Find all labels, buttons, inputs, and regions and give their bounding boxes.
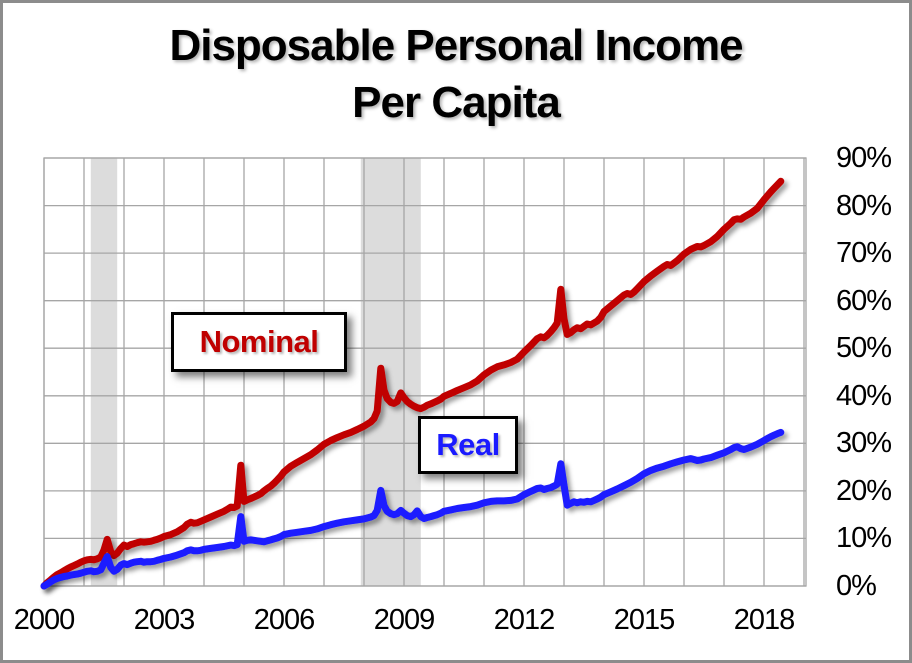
x-tick-label-2009: 2009 <box>373 604 436 636</box>
real-series-label-text: Real <box>436 427 500 462</box>
y-tick-label-50: 50% <box>836 332 892 365</box>
y-tick-label-70: 70% <box>836 237 892 270</box>
real-line <box>40 428 785 590</box>
real-series-label: Real <box>418 416 518 474</box>
nominal-series-label-text: Nominal <box>199 324 319 359</box>
nominal-series-label: Nominal <box>171 312 347 372</box>
x-tick-label-2012: 2012 <box>493 604 556 636</box>
y-tick-label-10: 10% <box>836 522 892 555</box>
x-tick-label-2000: 2000 <box>13 604 76 636</box>
plot-border <box>43 157 807 587</box>
x-tick-label-2003: 2003 <box>133 604 196 636</box>
recession-band <box>360 158 421 586</box>
x-tick-label-2006: 2006 <box>253 604 316 636</box>
y-tick-label-60: 60% <box>836 284 892 317</box>
nominal-line <box>40 177 785 590</box>
plot-area <box>40 157 807 590</box>
chart-title: Disposable Personal Income Per Capita <box>3 17 909 131</box>
x-tick-label-2018: 2018 <box>733 604 796 636</box>
y-tick-label-40: 40% <box>836 379 892 412</box>
chart-title-line1: Disposable Personal Income <box>169 21 743 70</box>
y-tick-label-80: 80% <box>836 189 892 222</box>
y-tick-label-20: 20% <box>836 474 892 507</box>
recession-band <box>90 158 118 586</box>
y-tick-label-90: 90% <box>836 142 892 174</box>
x-tick-label-2015: 2015 <box>613 604 676 636</box>
chart-title-line2: Per Capita <box>352 78 561 127</box>
y-tick-label-30: 30% <box>836 427 892 460</box>
y-tick-label-0: 0% <box>836 570 877 602</box>
